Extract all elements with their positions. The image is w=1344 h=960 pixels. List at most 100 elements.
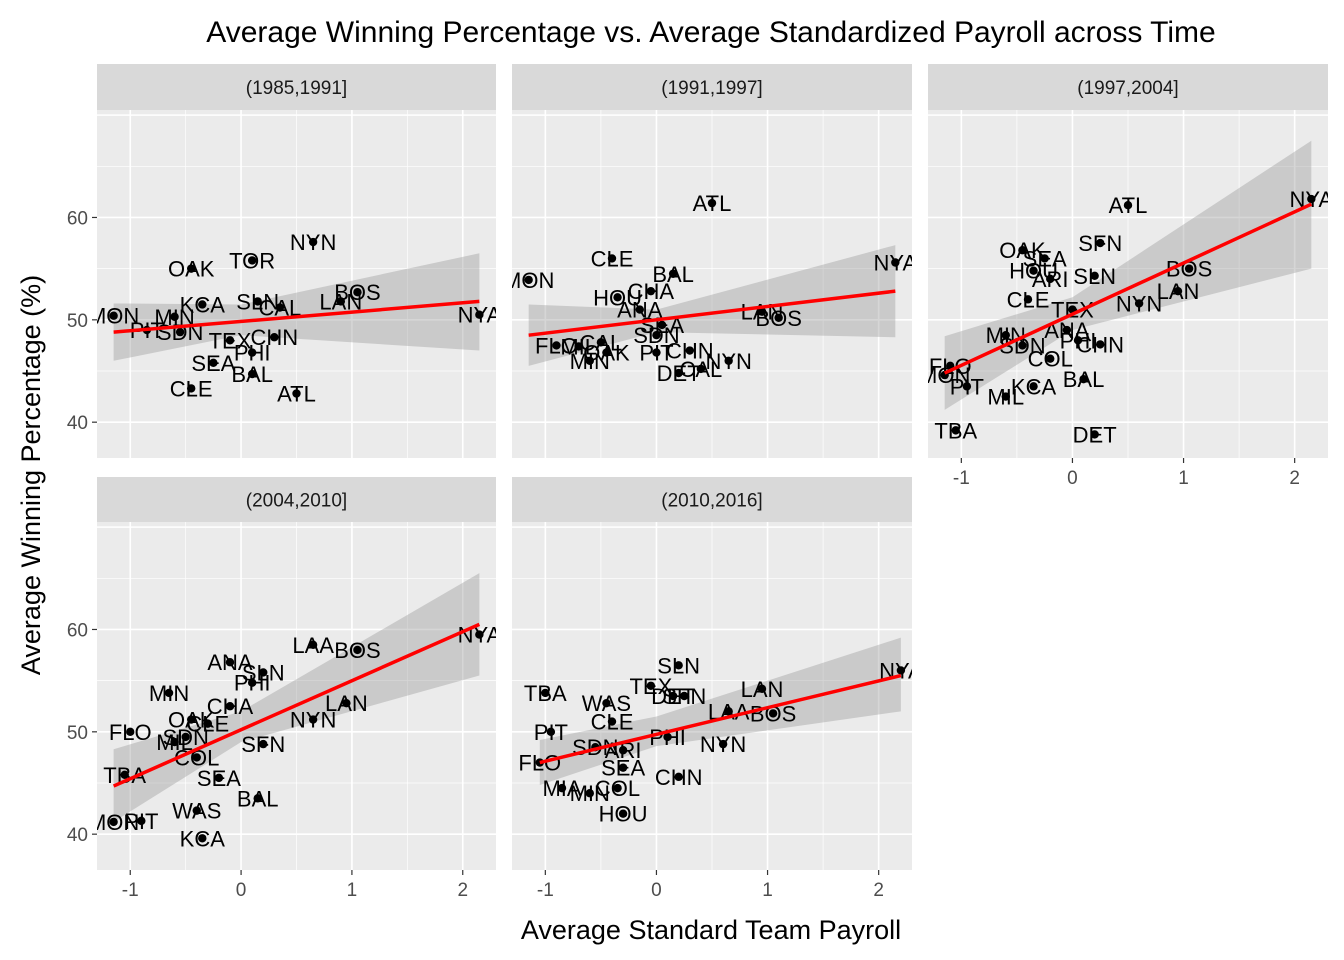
- data-point: [198, 300, 207, 309]
- confidence-band: [113, 573, 480, 822]
- confidence-band: [944, 140, 1312, 410]
- data-point: [1001, 392, 1010, 401]
- data-point: [1046, 274, 1055, 284]
- point-label: LAA: [292, 633, 334, 658]
- data-point: [1123, 200, 1133, 210]
- data-point: [225, 336, 235, 345]
- facet-strip: [512, 477, 912, 522]
- x-axis-title: Average Standard Team Payroll: [521, 915, 901, 945]
- point-label: MIL: [156, 730, 193, 755]
- x-tick-label: 1: [762, 880, 773, 901]
- data-point: [187, 384, 196, 393]
- x-tick-label: 0: [651, 880, 662, 901]
- confidence-band: [113, 253, 480, 361]
- point-label: KCA: [180, 826, 226, 851]
- data-point: [718, 739, 728, 749]
- data-point: [585, 789, 594, 798]
- point-label: DET: [1073, 422, 1117, 447]
- data-point: [209, 358, 218, 368]
- data-point: [164, 688, 174, 698]
- data-point: [674, 368, 683, 378]
- point-label: CLE: [1007, 287, 1050, 312]
- data-point: [292, 389, 301, 398]
- data-point: [1096, 238, 1105, 248]
- data-point: [247, 369, 257, 379]
- point-label: FLO: [518, 751, 561, 776]
- data-point: [247, 348, 257, 357]
- data-point: [635, 305, 644, 314]
- point-label: FLO: [109, 720, 152, 745]
- data-point: [192, 806, 201, 815]
- data-point: [247, 256, 257, 265]
- point-label: TBA: [934, 418, 977, 443]
- data-point: [685, 346, 694, 355]
- data-point: [175, 327, 185, 337]
- point-label: CAL: [679, 357, 722, 382]
- data-point: [259, 668, 268, 677]
- data-point: [546, 727, 556, 737]
- data-point: [757, 684, 767, 694]
- data-point: [613, 293, 622, 302]
- regression-line: [943, 202, 1313, 375]
- point-label: LAN: [325, 691, 368, 716]
- data-point: [602, 348, 611, 357]
- data-point: [557, 783, 567, 793]
- point-label: PIT: [950, 374, 984, 399]
- point-label: FLO: [535, 333, 578, 358]
- data-point: [475, 310, 484, 319]
- point-label: CHN: [655, 765, 703, 790]
- data-point: [308, 640, 318, 650]
- data-point: [1073, 336, 1083, 345]
- point-label: MON: [919, 363, 970, 388]
- grid-lines: [97, 522, 496, 870]
- data-point: [607, 717, 617, 726]
- point-label: MIL: [560, 334, 597, 359]
- point-label: PIT: [639, 341, 673, 366]
- point-label: MON: [88, 304, 139, 329]
- point-label: MIN: [570, 781, 610, 806]
- point-label: WAS: [582, 691, 631, 716]
- data-point: [270, 333, 279, 342]
- data-point: [724, 707, 733, 716]
- x-tick-label: 0: [236, 880, 247, 901]
- point-label: CLE: [186, 712, 229, 737]
- point-label: NYA: [1290, 187, 1334, 212]
- data-point: [181, 732, 190, 742]
- x-tick-label: -1: [122, 880, 139, 901]
- facet-strip-label: (1997,2004]: [1077, 78, 1178, 99]
- regression-line: [528, 289, 896, 337]
- point-label: BAL: [652, 262, 694, 287]
- point-label: SLN: [1073, 264, 1116, 289]
- data-point: [259, 739, 268, 749]
- point-label: SLN: [242, 660, 285, 685]
- data-point: [674, 772, 683, 782]
- point-label: TOR: [229, 248, 275, 273]
- grid-lines: [97, 110, 496, 458]
- point-label: FLO: [929, 354, 972, 379]
- point-label: ATL: [1109, 193, 1148, 218]
- data-point: [1134, 299, 1144, 308]
- point-label: SEA: [197, 766, 241, 791]
- facet-strip-label: (1991,1997]: [661, 78, 762, 99]
- data-point: [120, 770, 129, 780]
- data-point: [707, 198, 717, 208]
- data-point: [757, 307, 767, 316]
- point-label: CHA: [628, 279, 675, 304]
- x-tick-label: 1: [1178, 468, 1189, 489]
- point-label: CHN: [666, 339, 714, 364]
- data-point: [187, 715, 196, 724]
- point-label: CLE: [591, 710, 634, 735]
- point-label: NYA: [458, 623, 502, 648]
- grid-lines: [512, 522, 912, 870]
- x-tick-label: 2: [457, 880, 468, 901]
- data-point: [253, 297, 262, 306]
- point-label: NYN: [290, 230, 336, 255]
- data-point: [225, 658, 235, 667]
- data-point: [1062, 325, 1072, 335]
- data-point: [275, 303, 285, 312]
- x-tick-label: 2: [1289, 468, 1300, 489]
- data-point: [618, 746, 628, 755]
